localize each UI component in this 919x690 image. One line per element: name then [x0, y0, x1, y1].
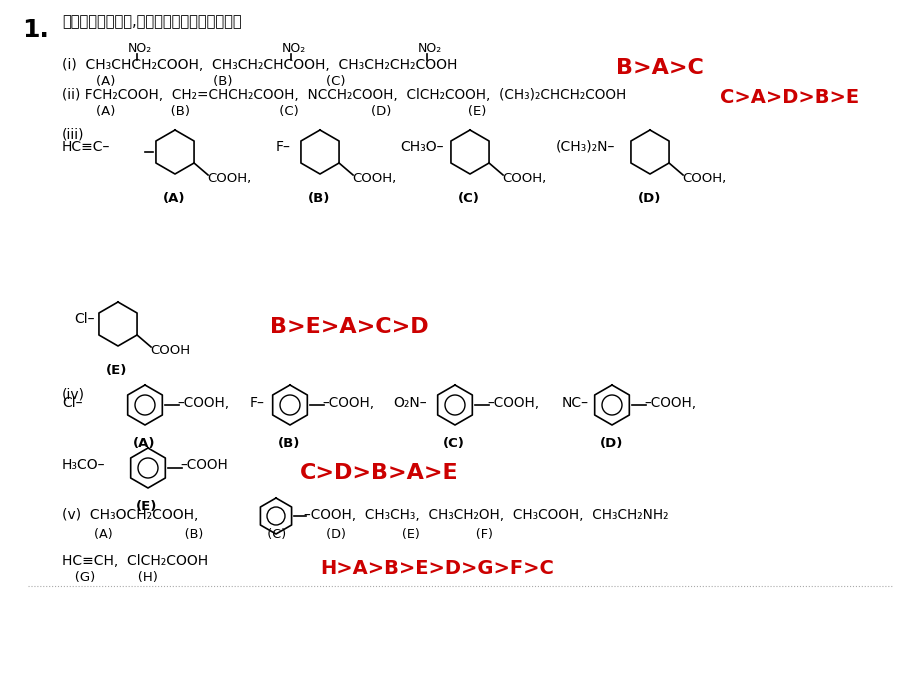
- Text: (B): (B): [308, 192, 330, 205]
- Text: (A)                       (B)                      (C): (A) (B) (C): [62, 75, 346, 88]
- Text: –COOH: –COOH: [180, 458, 228, 472]
- Text: F–: F–: [276, 140, 290, 154]
- Text: NC–: NC–: [562, 396, 588, 410]
- Text: (CH₃)₂N–: (CH₃)₂N–: [555, 140, 615, 154]
- Text: –COOH,: –COOH,: [643, 396, 696, 410]
- Text: B>E>A>C>D: B>E>A>C>D: [269, 317, 428, 337]
- Text: (A)             (B)                     (C)                 (D)                 : (A) (B) (C) (D): [62, 105, 486, 118]
- Text: CH₃O–: CH₃O–: [400, 140, 443, 154]
- Text: –COOH,: –COOH,: [486, 396, 539, 410]
- Text: B>A>C: B>A>C: [616, 58, 703, 78]
- Text: COOH,: COOH,: [207, 172, 251, 185]
- Text: (ii) FCH₂COOH,  CH₂=CHCH₂COOH,  NCCH₂COOH,  ClCH₂COOH,  (CH₃)₂CHCH₂COOH: (ii) FCH₂COOH, CH₂=CHCH₂COOH, NCCH₂COOH,…: [62, 88, 626, 102]
- Text: HC≡C–: HC≡C–: [62, 140, 110, 154]
- Text: HC≡CH,  ClCH₂COOH: HC≡CH, ClCH₂COOH: [62, 554, 208, 568]
- Text: C>D>B>A>E: C>D>B>A>E: [300, 463, 459, 483]
- Text: (C): (C): [443, 437, 464, 450]
- Text: 1.: 1.: [22, 18, 49, 42]
- Text: H₃CO–: H₃CO–: [62, 458, 106, 472]
- Text: (A): (A): [163, 192, 186, 205]
- Text: COOH,: COOH,: [352, 172, 396, 185]
- Text: Cl–: Cl–: [62, 396, 83, 410]
- Text: (A)                  (B)                (C)          (D)              (E)       : (A) (B) (C) (D) (E): [62, 528, 493, 541]
- Text: COOH,: COOH,: [681, 172, 725, 185]
- Text: (B): (B): [278, 437, 300, 450]
- Text: (C): (C): [458, 192, 480, 205]
- Text: NO₂: NO₂: [282, 42, 306, 55]
- Text: (iii): (iii): [62, 128, 85, 142]
- Text: C>A>D>B>E: C>A>D>B>E: [720, 88, 858, 107]
- Text: COOH,: COOH,: [502, 172, 546, 185]
- Text: (D): (D): [599, 437, 623, 450]
- Text: –COOH,: –COOH,: [176, 396, 229, 410]
- Text: –COOH,  CH₃CH₃,  CH₃CH₂OH,  CH₃COOH,  CH₃CH₂NH₂: –COOH, CH₃CH₃, CH₃CH₂OH, CH₃COOH, CH₃CH₂…: [303, 508, 668, 522]
- Text: NO₂: NO₂: [128, 42, 152, 55]
- Text: –COOH,: –COOH,: [322, 396, 374, 410]
- Text: (E): (E): [106, 364, 127, 377]
- Text: (iv): (iv): [62, 388, 85, 402]
- Text: (E): (E): [136, 500, 157, 513]
- Text: 将下列各组化合物,按酸性从强到弱顺序编号。: 将下列各组化合物,按酸性从强到弱顺序编号。: [62, 14, 242, 29]
- Text: (i)  CH₃CHCH₂COOH,  CH₃CH₂CHCOOH,  CH₃CH₂CH₂COOH: (i) CH₃CHCH₂COOH, CH₃CH₂CHCOOH, CH₃CH₂CH…: [62, 58, 457, 72]
- Text: (A): (A): [133, 437, 155, 450]
- Text: NO₂: NO₂: [417, 42, 442, 55]
- Text: (G)          (H): (G) (H): [62, 571, 158, 584]
- Text: H>A>B>E>D>G>F>C: H>A>B>E>D>G>F>C: [320, 559, 553, 578]
- Text: F–: F–: [250, 396, 265, 410]
- Text: (v)  CH₃OCH₂COOH,: (v) CH₃OCH₂COOH,: [62, 508, 199, 522]
- Text: Cl–: Cl–: [74, 312, 95, 326]
- Text: O₂N–: O₂N–: [392, 396, 426, 410]
- Text: (D): (D): [637, 192, 661, 205]
- Text: COOH: COOH: [150, 344, 190, 357]
